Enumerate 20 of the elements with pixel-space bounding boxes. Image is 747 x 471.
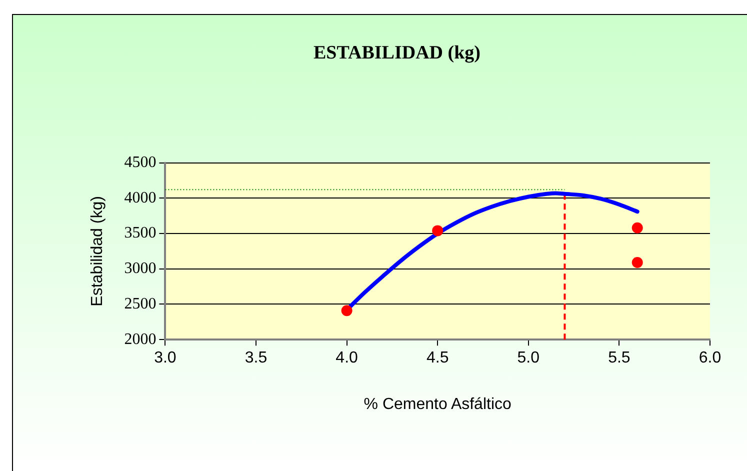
y-tick-label: 4500 — [124, 154, 156, 172]
x-tick-label: 5.0 — [517, 350, 540, 367]
point — [632, 222, 643, 234]
y-axis-title: Estabilidad (kg) — [89, 196, 106, 306]
y-tick-label: 3500 — [124, 224, 156, 242]
y-tick-label: 2500 — [124, 295, 156, 312]
x-tick-label: 3.0 — [154, 350, 176, 367]
x-axis-title: % Cemento Asfáltico — [364, 396, 512, 413]
x-tick-label: 5.5 — [608, 350, 630, 367]
x-tick-label: 6.0 — [698, 350, 722, 367]
point — [341, 305, 352, 316]
x-tick-label: 4.0 — [336, 350, 358, 367]
x-tick-label: 3.5 — [244, 350, 268, 367]
y-tick-label: 2000 — [124, 330, 156, 348]
x-tick-label: 4.5 — [426, 350, 449, 367]
point — [632, 257, 643, 268]
chart-title: ESTABILIDAD (kg) — [314, 42, 480, 64]
y-tick-label: 4000 — [124, 189, 156, 206]
point — [432, 225, 444, 236]
y-tick-label: 3000 — [124, 260, 156, 278]
